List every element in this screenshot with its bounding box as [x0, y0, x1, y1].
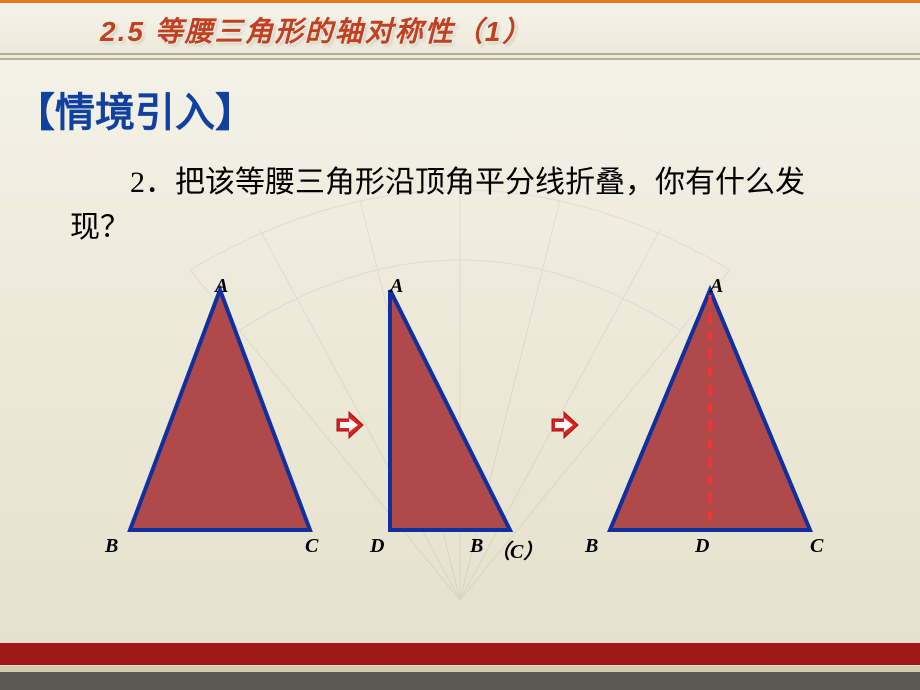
- section-heading: 【情境引入】: [15, 80, 255, 138]
- t3-label-C: C: [810, 535, 823, 558]
- question-text: 2．把该等腰三角形沿顶角平分线折叠，你有什么发现？: [70, 160, 850, 250]
- header-accent-line: [0, 0, 920, 3]
- t3-label-A: A: [710, 275, 723, 298]
- arrow-right-icon: [550, 410, 580, 440]
- t1-label-A: A: [215, 275, 228, 298]
- t3-label-D: D: [695, 535, 709, 558]
- triangle-2: [380, 280, 520, 545]
- triangle-3: [600, 280, 820, 545]
- header-bar: 2.5 等腰三角形的轴对称性（1）: [0, 0, 920, 60]
- footer-dark-stripe: [0, 672, 920, 690]
- footer-bar: [0, 635, 920, 690]
- triangle-1: [120, 280, 320, 545]
- header-divider-2: [0, 58, 920, 60]
- diagram-area: A B C A D B （C） A B D C: [70, 280, 880, 600]
- t2-label-B: B: [470, 535, 483, 558]
- t2-label-A: A: [390, 275, 403, 298]
- t2-label-C-paren: （C）: [490, 535, 543, 564]
- t1-label-C: C: [305, 535, 318, 558]
- t1-label-B: B: [105, 535, 118, 558]
- arrow-right-icon: [335, 410, 365, 440]
- page-title: 2.5 等腰三角形的轴对称性（1）: [100, 10, 532, 50]
- t3-label-B: B: [585, 535, 598, 558]
- t2-label-D: D: [370, 535, 384, 558]
- header-divider-1: [0, 53, 920, 55]
- question-number: 2．: [130, 166, 175, 199]
- footer-red-stripe: [0, 643, 920, 665]
- question-body: 把该等腰三角形沿顶角平分线折叠，你有什么发现？: [70, 166, 805, 244]
